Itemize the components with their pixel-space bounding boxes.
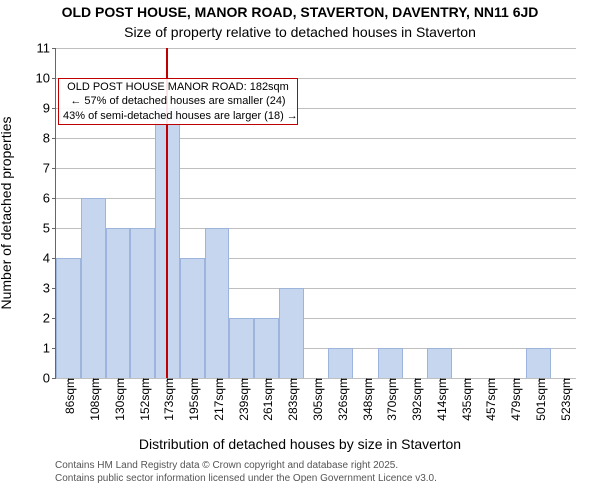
ytick-label: 7: [43, 161, 56, 176]
ytick-label: 5: [43, 221, 56, 236]
xtick-label: 348sqm: [357, 378, 375, 421]
annotation-line: ← 57% of detached houses are smaller (24…: [63, 94, 293, 108]
histogram-bar: [328, 348, 353, 378]
xtick-label: 152sqm: [134, 378, 152, 421]
histogram-bar: [106, 228, 131, 378]
histogram-bar: [180, 258, 205, 378]
ytick-label: 9: [43, 101, 56, 116]
ytick-label: 8: [43, 131, 56, 146]
xtick-label: 326sqm: [332, 378, 350, 421]
histogram-bar: [81, 198, 106, 378]
x-axis-label: Distribution of detached houses by size …: [0, 436, 600, 452]
histogram-bar: [229, 318, 254, 378]
xtick-label: 435sqm: [456, 378, 474, 421]
xtick-label: 173sqm: [158, 378, 176, 421]
xtick-label: 195sqm: [183, 378, 201, 421]
footer-copyright-1: Contains HM Land Registry data © Crown c…: [55, 460, 398, 471]
ytick-label: 6: [43, 191, 56, 206]
xtick-label: 479sqm: [505, 378, 523, 421]
ytick-label: 11: [37, 41, 57, 56]
histogram-bar: [56, 258, 81, 378]
plot-area: 0123456789101186sqm108sqm130sqm152sqm173…: [55, 48, 576, 379]
xtick-label: 501sqm: [530, 378, 548, 421]
gridline: [56, 138, 576, 139]
histogram-bar: [378, 348, 403, 378]
annotation-box: OLD POST HOUSE MANOR ROAD: 182sqm← 57% o…: [58, 78, 298, 125]
xtick-label: 523sqm: [555, 378, 573, 421]
y-axis-label: Number of detached properties: [0, 117, 14, 310]
xtick-label: 130sqm: [109, 378, 127, 421]
xtick-label: 392sqm: [406, 378, 424, 421]
xtick-label: 86sqm: [59, 378, 77, 414]
xtick-label: 414sqm: [431, 378, 449, 421]
ytick-label: 10: [36, 71, 56, 86]
histogram-bar: [526, 348, 551, 378]
ytick-label: 1: [43, 341, 56, 356]
histogram-bar: [130, 228, 155, 378]
ytick-label: 2: [43, 311, 56, 326]
ytick-label: 3: [43, 281, 56, 296]
ytick-label: 0: [43, 371, 56, 386]
xtick-label: 239sqm: [233, 378, 251, 421]
ytick-label: 4: [43, 251, 56, 266]
histogram-bar: [279, 288, 304, 378]
chart-title-main: OLD POST HOUSE, MANOR ROAD, STAVERTON, D…: [0, 4, 600, 20]
chart-container: OLD POST HOUSE, MANOR ROAD, STAVERTON, D…: [0, 0, 600, 500]
xtick-label: 217sqm: [208, 378, 226, 421]
annotation-line: 43% of semi-detached houses are larger (…: [63, 109, 293, 123]
histogram-bar: [427, 348, 452, 378]
gridline: [56, 168, 576, 169]
xtick-label: 108sqm: [84, 378, 102, 421]
chart-title-sub: Size of property relative to detached ho…: [0, 24, 600, 40]
xtick-label: 457sqm: [480, 378, 498, 421]
gridline: [56, 48, 576, 49]
xtick-label: 283sqm: [282, 378, 300, 421]
xtick-label: 370sqm: [381, 378, 399, 421]
xtick-label: 261sqm: [257, 378, 275, 421]
histogram-bar: [205, 228, 230, 378]
xtick-label: 305sqm: [307, 378, 325, 421]
histogram-bar: [254, 318, 279, 378]
gridline: [56, 198, 576, 199]
footer-copyright-2: Contains public sector information licen…: [55, 473, 437, 484]
annotation-line: OLD POST HOUSE MANOR ROAD: 182sqm: [63, 80, 293, 94]
